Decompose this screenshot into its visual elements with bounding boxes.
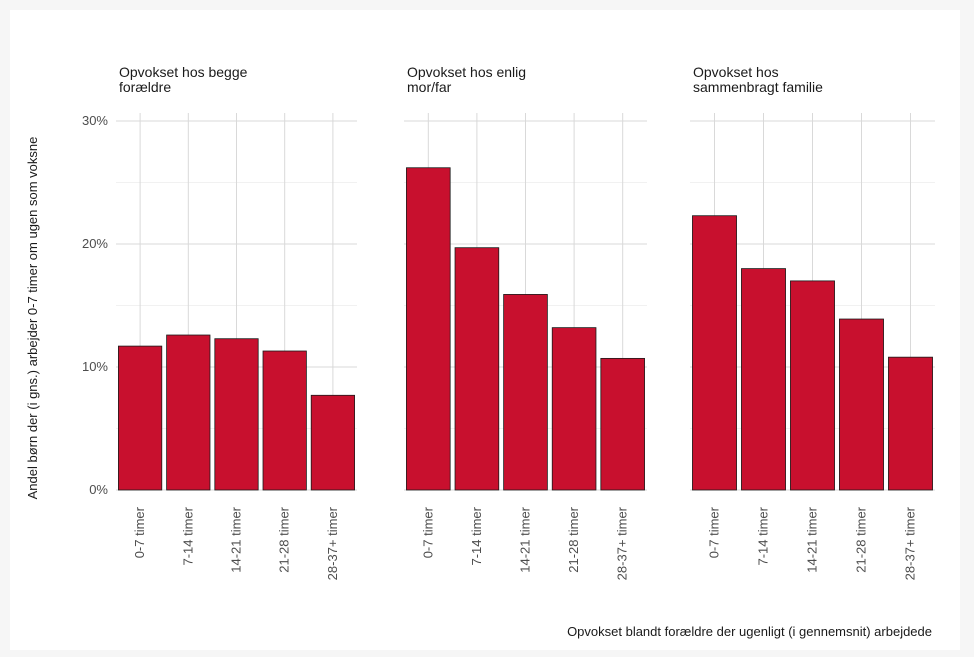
bar [262,350,307,491]
x-tick-label: 0-7 timer [420,506,435,558]
facet-title: Opvokset hos begge [119,64,248,80]
x-tick-label: 28-37+ timer [903,506,918,580]
facet-panel: 0-7 timer 7-14 timer 14-21 timer 21-28 time… [690,64,935,580]
bar [839,318,884,491]
bar [790,280,835,491]
faceted-bar-chart: Andel børn der (i gns.) arbejder 0-7 tim… [25,64,935,639]
x-tick-label: 14-21 timer [805,506,820,572]
bar [214,338,259,491]
bar [310,394,355,491]
bar [600,357,645,491]
bar [551,327,597,491]
bar [888,356,933,491]
x-tick-label: 28-37+ timer [325,506,340,580]
x-tick-label: 21-28 timer [277,506,292,572]
facet-panel: 0-7 timer 7-14 timer 14-21 timer 21-28 time… [404,64,647,580]
facet-title: sammenbragt familie [693,79,823,95]
x-tick-label: 14-21 timer [229,506,244,572]
bar [118,345,163,491]
y-axis-title: Andel børn der (i gns.) arbejder 0-7 tim… [25,137,40,500]
x-tick-label: 0-7 timer [707,506,722,558]
x-tick-label: 28-37+ timer [615,506,630,580]
x-tick-label: 0-7 timer [132,506,147,558]
x-axis-title: Opvokset blandt forældre der ugenligt (i… [567,624,932,639]
bar [454,247,500,491]
bar [503,294,548,491]
bar [166,334,211,491]
facet-title: Opvokset hos [693,64,779,80]
x-tick-label: 7-14 timer [180,506,195,565]
x-tick-label: 7-14 timer [469,506,484,565]
y-tick-label: 0% [89,482,108,497]
bar [406,167,451,491]
facet-title: mor/far [407,79,452,95]
facet-title: Opvokset hos enlig [407,64,526,80]
bar [741,268,786,491]
chart-canvas: Andel børn der (i gns.) arbejder 0-7 tim… [10,10,960,650]
x-tick-label: 14-21 timer [518,506,533,572]
y-tick-label: 20% [82,236,108,251]
bar [692,215,737,491]
facet-panel: 0-7 timer 7-14 timer 14-21 timer 21-28 time… [116,64,357,580]
y-tick-label: 30% [82,113,108,128]
facet-title: forældre [119,79,171,95]
x-tick-label: 21-28 timer [566,506,581,572]
y-tick-label: 10% [82,359,108,374]
x-tick-label: 7-14 timer [756,506,771,565]
x-tick-label: 21-28 timer [854,506,869,572]
